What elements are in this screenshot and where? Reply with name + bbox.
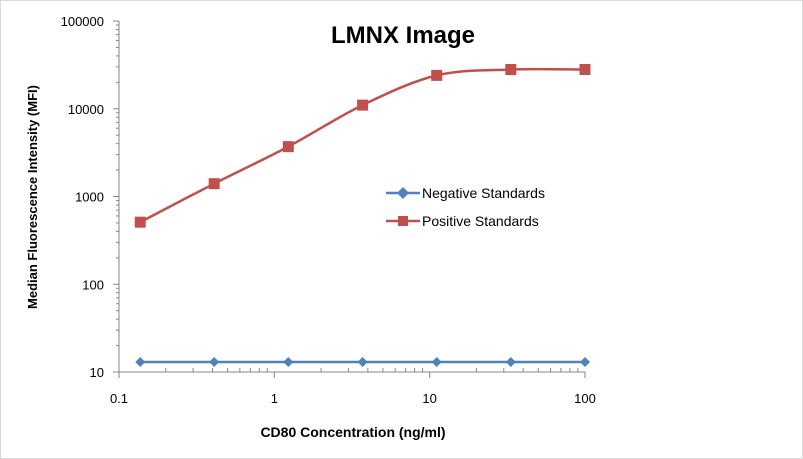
data-point-positive <box>357 99 369 111</box>
y-axis-label: Median Fluorescence Intensity (MFI) <box>25 85 40 309</box>
y-tick-label: 100 <box>82 277 104 292</box>
x-tick-label: 0.1 <box>110 391 128 406</box>
legend-swatch-negative <box>386 187 420 199</box>
y-tick-label: 10000 <box>68 102 104 117</box>
data-point-positive <box>208 178 220 190</box>
data-point-negative <box>580 357 590 368</box>
data-point-negative <box>357 357 368 368</box>
axes: 10 100 1000 10000 100000 0.1 1 10 100 <box>61 14 596 406</box>
x-axis-label: CD80 Concentration (ng/ml) <box>260 424 445 440</box>
y-tick-label: 100000 <box>61 14 104 29</box>
data-point-positive <box>505 64 517 76</box>
legend-label-positive: Positive Standards <box>422 213 539 229</box>
y-tick-label: 1000 <box>75 190 104 205</box>
legend-label-negative: Negative Standards <box>422 185 545 201</box>
data-point-positive <box>282 141 294 153</box>
x-tick-label: 10 <box>422 391 436 406</box>
data-point-negative <box>209 357 220 368</box>
x-tick-label: 1 <box>271 391 278 406</box>
legend-item-negative: Negative Standards <box>386 179 545 207</box>
legend-swatch-positive <box>386 216 420 226</box>
data-point-positive <box>134 216 146 228</box>
series-layer <box>134 64 591 368</box>
chart-title: LMNX Image <box>331 22 475 49</box>
legend-item-positive: Positive Standards <box>386 207 545 235</box>
x-tick-label: 100 <box>574 391 596 406</box>
data-point-positive <box>579 64 591 76</box>
data-point-negative <box>505 357 516 368</box>
data-point-negative <box>135 357 146 368</box>
legend: Negative Standards Positive Standards <box>386 179 545 235</box>
y-tick-label: 10 <box>90 365 104 380</box>
data-point-positive <box>431 69 443 81</box>
data-point-negative <box>283 357 294 368</box>
data-point-negative <box>431 357 442 368</box>
